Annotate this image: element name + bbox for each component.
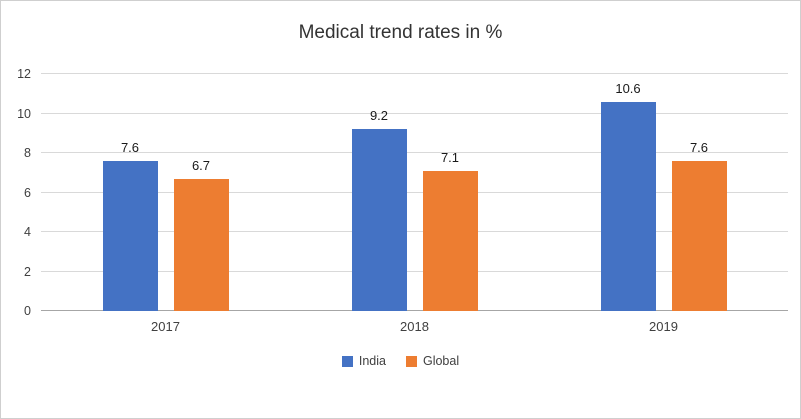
y-tick-label: 8 (24, 146, 31, 161)
legend: India Global (1, 354, 800, 368)
legend-item-global: Global (405, 354, 460, 368)
chart-body: 0 2 4 6 8 10 12 7.6 6.7 9.2 7.1 10.6 7.6 (1, 67, 800, 318)
plot-area: 7.6 6.7 9.2 7.1 10.6 7.6 (41, 73, 788, 311)
gridline (41, 152, 788, 154)
gridline (41, 191, 788, 193)
bar-group-2018: 9.2 7.1 (290, 74, 539, 311)
bar-global-2017 (173, 178, 229, 311)
y-tick-label: 4 (24, 225, 31, 240)
x-tick-label: 2017 (151, 319, 180, 334)
bar-group-2017: 7.6 6.7 (41, 74, 290, 311)
legend-swatch-india (341, 355, 353, 367)
legend-item-india: India (341, 354, 386, 368)
gridline (41, 112, 788, 114)
bar-slot: 6.7 (173, 74, 229, 311)
legend-swatch-global (405, 355, 417, 367)
bar-slot: 7.6 (102, 74, 158, 311)
chart-title: Medical trend rates in % (298, 22, 503, 43)
x-tick-label: 2018 (400, 319, 429, 334)
y-tick-label: 12 (17, 67, 31, 81)
x-axis-line (41, 310, 788, 311)
bar-value-label: 6.7 (191, 157, 211, 173)
bar-group-2019: 10.6 7.6 (539, 74, 788, 311)
x-axis: 2017 2018 2019 (41, 319, 800, 334)
y-tick-label: 10 (17, 106, 31, 121)
bar-india-2018 (351, 129, 407, 311)
bar-global-2019 (671, 160, 727, 311)
y-tick-label: 0 (24, 304, 31, 318)
y-tick-label: 6 (24, 185, 31, 200)
x-tick-label: 2019 (649, 319, 678, 334)
bar-value-label: 10.6 (615, 80, 641, 96)
bar-groups: 7.6 6.7 9.2 7.1 10.6 7.6 (41, 74, 788, 311)
bar-slot: 10.6 (600, 74, 656, 311)
bar-slot: 9.2 (351, 74, 407, 311)
bar-slot: 7.1 (422, 74, 478, 311)
bar-value-label: 7.6 (120, 139, 140, 155)
bar-value-label: 7.1 (440, 149, 460, 165)
gridline (41, 270, 788, 272)
bar-value-label: 9.2 (369, 108, 389, 124)
bar-india-2019 (600, 101, 656, 311)
legend-label: India (358, 354, 386, 368)
bar-value-label: 7.6 (689, 139, 709, 155)
y-tick-label: 2 (24, 264, 31, 279)
gridline (41, 231, 788, 233)
y-axis: 0 2 4 6 8 10 12 (1, 67, 41, 318)
legend-label: Global (422, 354, 460, 368)
bar-global-2018 (422, 170, 478, 311)
bar-india-2017 (102, 160, 158, 311)
bar-slot: 7.6 (671, 74, 727, 311)
gridline (41, 73, 788, 74)
